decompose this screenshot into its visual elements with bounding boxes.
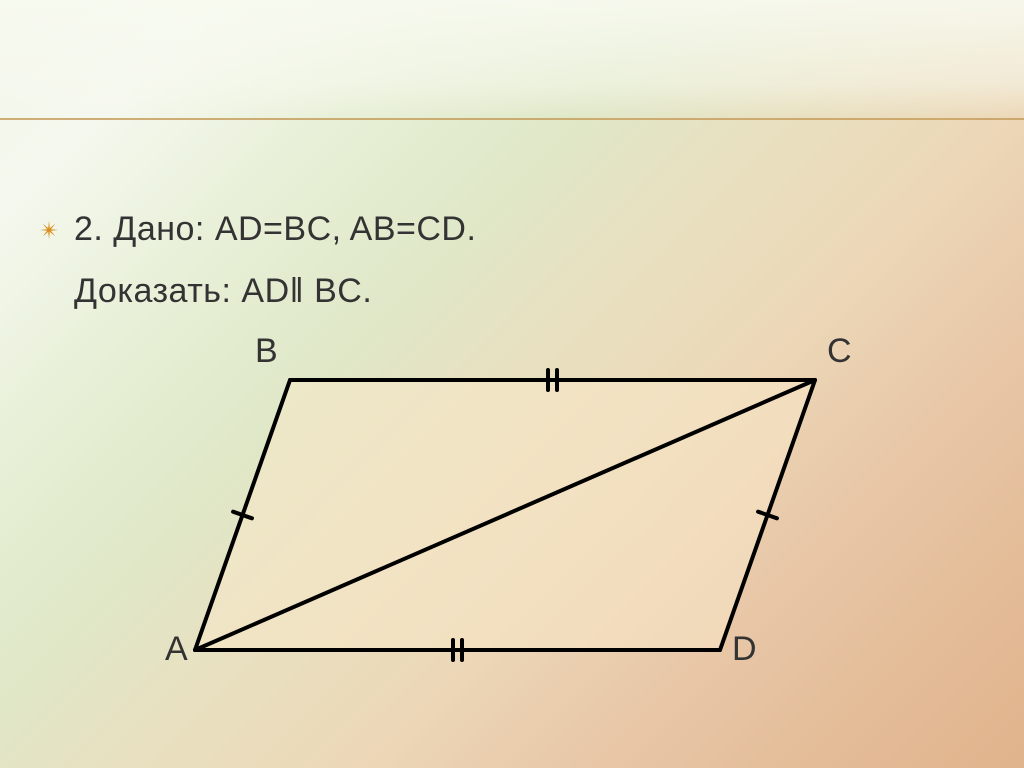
prove-text: Доказать: AD‖ BC. — [74, 272, 372, 311]
bullet-star-icon — [38, 219, 60, 241]
given-text: 2. Дано: AD=BC, AB=CD. — [74, 210, 476, 249]
given-line: 2. Дано: AD=BC, AB=CD. — [38, 210, 476, 249]
slide-content: 2. Дано: AD=BC, AB=CD. Доказать: AD‖ BC.… — [0, 0, 1024, 768]
vertex-label-A: A — [165, 630, 188, 669]
given-body: AD=BC, AB=CD. — [215, 210, 477, 248]
vertex-label-C: C — [827, 332, 852, 371]
vertex-label-D: D — [732, 630, 757, 669]
vertex-label-B: B — [255, 332, 278, 371]
given-prefix: 2. Дано: — [74, 210, 215, 248]
geometry-figure: A B C D — [160, 330, 850, 720]
prove-body: AD‖ BC. — [241, 272, 372, 310]
prove-line: Доказать: AD‖ BC. — [74, 272, 372, 311]
prove-prefix: Доказать: — [74, 272, 241, 310]
